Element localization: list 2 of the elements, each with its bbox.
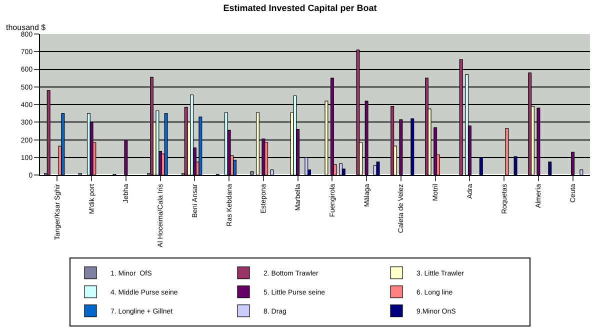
y-axis-title: thousand $ [6,23,46,32]
chart-title: Estimated Invested Capital per Boat [223,3,377,14]
